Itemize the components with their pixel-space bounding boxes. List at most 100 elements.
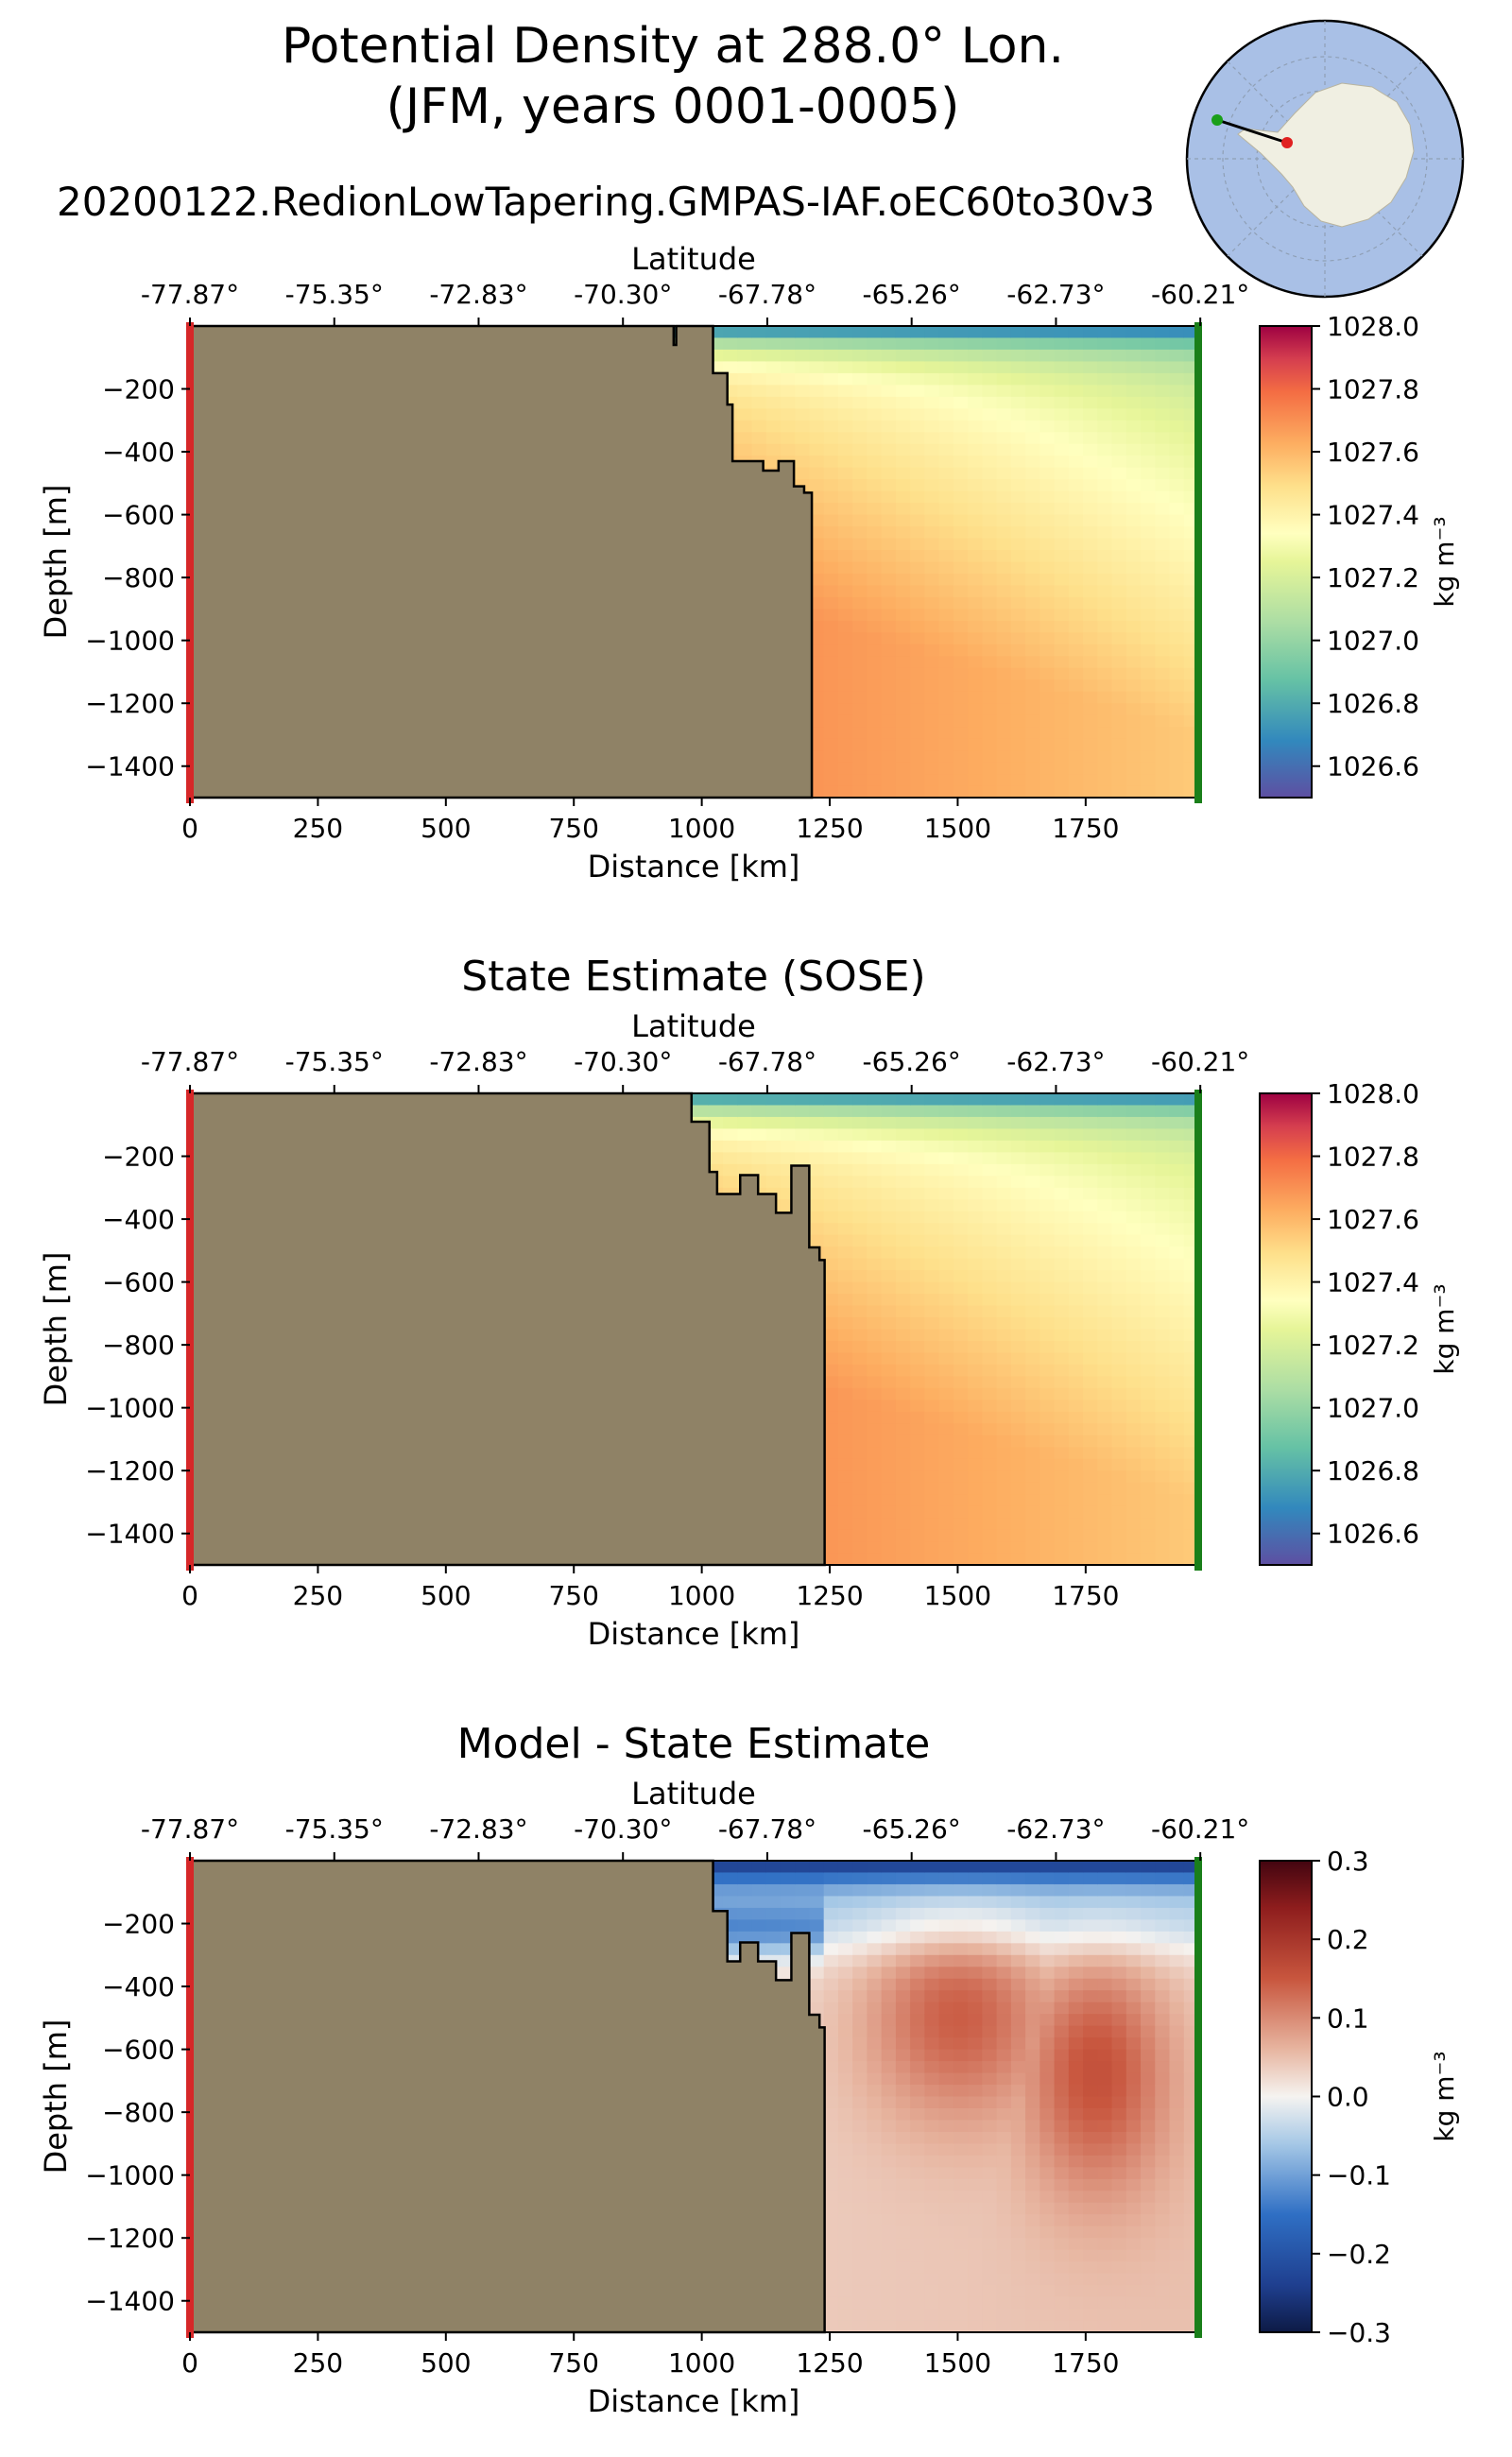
heatmap-cell [910, 1541, 925, 1555]
heatmap-cell [1097, 372, 1113, 386]
heatmap-cell [982, 596, 998, 610]
heatmap-cell [1010, 503, 1026, 516]
colorbar-tick-label: 1027.6 [1327, 437, 1419, 468]
heatmap-cell [795, 1140, 811, 1153]
heatmap-cell [852, 385, 868, 398]
heatmap-cell [837, 1352, 853, 1366]
heatmap-cell [1068, 337, 1084, 351]
x-tick-label: 1000 [668, 813, 735, 844]
heatmap-cell [910, 550, 925, 563]
heatmap-cell [867, 1387, 883, 1400]
heatmap-cell [1010, 372, 1026, 386]
heatmap-cell [837, 1518, 853, 1531]
heatmap-cell [1040, 609, 1056, 622]
heatmap-cell [795, 337, 811, 351]
heatmap-cell [1054, 738, 1070, 751]
heatmap-cell [765, 455, 782, 469]
heatmap-cell [1111, 432, 1127, 445]
heatmap-cell [823, 1458, 839, 1471]
heatmap-cell [938, 1176, 954, 1189]
heatmap-cell [924, 1116, 940, 1130]
heatmap-cell [895, 1400, 911, 1413]
heatmap-cell [867, 1223, 883, 1236]
heatmap-cell [938, 1494, 954, 1507]
heatmap-cell [895, 1458, 911, 1471]
heatmap-cell [852, 1423, 868, 1436]
heatmap-cell [1054, 467, 1070, 480]
heatmap-cell [1141, 432, 1156, 445]
heatmap-cell [795, 443, 811, 456]
heatmap-cell [1169, 349, 1185, 363]
heatmap-cell [953, 349, 969, 363]
heatmap-cell [867, 396, 883, 409]
heatmap-cell [968, 774, 983, 787]
heatmap-cell [1125, 703, 1142, 716]
heatmap-cell [1083, 691, 1098, 704]
heatmap-cell [938, 679, 954, 693]
heatmap-cell [895, 1305, 911, 1318]
heatmap-cell [809, 691, 825, 704]
heatmap-cell [895, 550, 911, 563]
heatmap-cell [924, 420, 940, 433]
heatmap-cell [924, 385, 940, 398]
heatmap-cell [938, 1152, 954, 1165]
heatmap-cell [823, 774, 839, 787]
heatmap-cell [823, 609, 839, 622]
heatmap-cell [1169, 785, 1185, 799]
heatmap-cell [881, 644, 897, 657]
heatmap-cell [895, 785, 911, 799]
heatmap-cell [910, 432, 925, 445]
heatmap-cell [708, 1105, 724, 1118]
y-tick-label: −200 [102, 374, 175, 405]
heatmap-cell [1054, 727, 1070, 740]
heatmap-cell [996, 538, 1012, 551]
heatmap-cell [895, 538, 911, 551]
heatmap-cell [1025, 667, 1040, 680]
heatmap-cell [895, 1294, 911, 1307]
heatmap-cell [1125, 420, 1142, 433]
heatmap-cell [881, 1246, 897, 1260]
heatmap-cell [867, 1163, 883, 1177]
heatmap-cell [867, 738, 883, 751]
heatmap-cell [910, 656, 925, 669]
heatmap-cell [852, 1470, 868, 1484]
heatmap-cell [1155, 455, 1171, 469]
heatmap-cell [910, 679, 925, 693]
y-tick-label: −600 [102, 500, 175, 531]
heatmap-cell [852, 1340, 868, 1354]
heatmap-cell [1083, 443, 1098, 456]
heatmap-cell [1054, 703, 1070, 716]
heatmap-cell [910, 1317, 925, 1331]
heatmap-cell [1040, 561, 1056, 575]
heatmap-cell [1155, 503, 1171, 516]
heatmap-cell [1010, 396, 1026, 409]
heatmap-cell [852, 620, 868, 633]
heatmap-cell [881, 1199, 897, 1212]
heatmap-cell [1068, 396, 1084, 409]
heatmap-cell [795, 420, 811, 433]
heatmap-cell [823, 1494, 839, 1507]
heatmap-cell [1097, 526, 1113, 540]
heatmap-cell [867, 1447, 883, 1460]
heatmap-cell [895, 1364, 911, 1377]
heatmap-cell [924, 1246, 940, 1260]
heatmap-cell [852, 326, 868, 339]
heatmap-cell [1010, 656, 1026, 669]
heatmap-cell [1040, 396, 1056, 409]
heatmap-cell [751, 326, 767, 339]
heatmap-cell [968, 620, 983, 633]
heatmap-cell [1040, 785, 1056, 799]
heatmap-cell [1083, 596, 1098, 610]
heatmap-cell [823, 443, 839, 456]
heatmap-cell [852, 361, 868, 374]
heatmap-cell [910, 1211, 925, 1224]
heatmap-cell [1111, 396, 1127, 409]
heatmap-cell [837, 514, 853, 527]
heatmap-cell [924, 408, 940, 421]
heatmap-cell [1083, 455, 1098, 469]
heatmap-cell [968, 372, 983, 386]
heatmap-cell [708, 1152, 724, 1165]
heatmap-cell [1097, 561, 1113, 575]
heatmap-cell [1155, 526, 1171, 540]
heatmap-cell [1155, 691, 1171, 704]
